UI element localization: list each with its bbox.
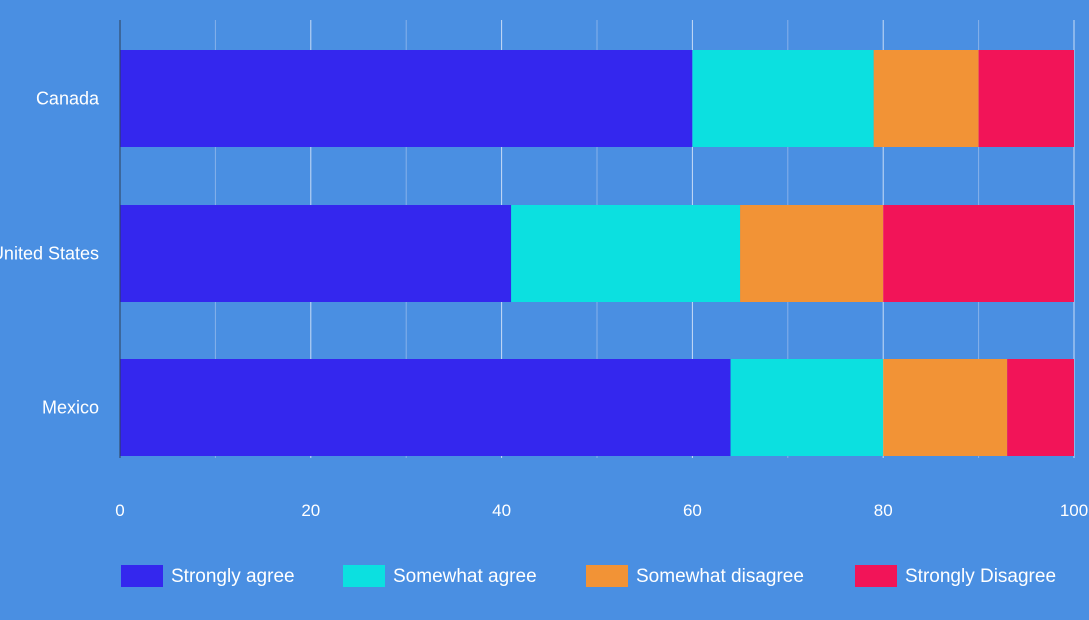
- legend-label: Strongly agree: [171, 566, 295, 587]
- bar-segment: [120, 205, 512, 302]
- category-label: United States: [0, 244, 99, 264]
- bar-segment: [692, 50, 874, 147]
- legend-swatch: [586, 565, 628, 587]
- x-axis-tick-labels: 0 20 40 60 80 100: [115, 501, 1088, 520]
- bar-segment: [740, 205, 884, 302]
- category-labels: Canada United States Mexico: [0, 89, 100, 418]
- legend-swatch: [343, 565, 385, 587]
- legend: Strongly agree Somewhat agree Somewhat dis…: [121, 565, 1056, 587]
- legend-swatch: [855, 565, 897, 587]
- legend-label: Strongly Disagree: [905, 566, 1056, 587]
- bar-segment: [730, 359, 884, 456]
- bars: [120, 50, 1074, 456]
- bar-segment: [1007, 359, 1074, 456]
- bar-segment: [873, 50, 979, 147]
- category-label: Canada: [36, 89, 100, 109]
- category-label: Mexico: [42, 398, 99, 418]
- bar-segment: [120, 359, 731, 456]
- bar-segment: [883, 205, 1074, 302]
- bar-segment: [120, 50, 693, 147]
- bar-segment: [511, 205, 741, 302]
- x-tick-label: 20: [301, 501, 320, 520]
- x-tick-label: 100: [1060, 501, 1088, 520]
- bar-segment: [978, 50, 1074, 147]
- bar-segment: [883, 359, 1008, 456]
- x-tick-label: 80: [874, 501, 893, 520]
- x-tick-label: 60: [683, 501, 702, 520]
- legend-label: Somewhat disagree: [636, 566, 804, 587]
- legend-swatch: [121, 565, 163, 587]
- x-tick-label: 0: [115, 501, 124, 520]
- legend-label: Somewhat agree: [393, 566, 537, 587]
- x-tick-label: 40: [492, 501, 511, 520]
